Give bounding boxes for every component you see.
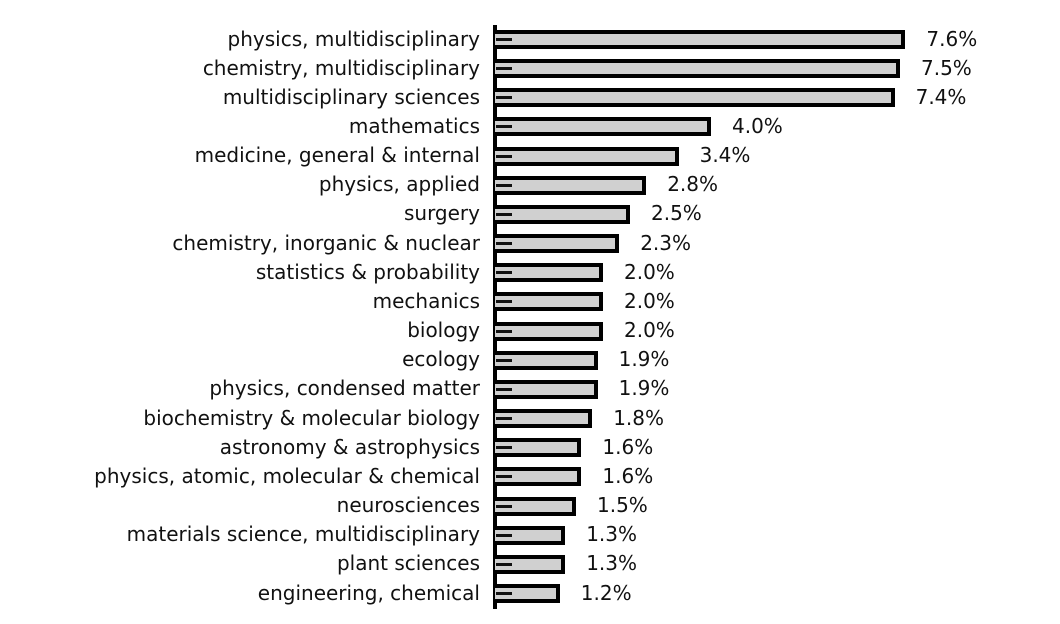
category-label: biology (407, 318, 480, 343)
category-label: astronomy & astrophysics (219, 434, 480, 459)
y-tick-mark (496, 562, 512, 566)
y-tick-mark (496, 533, 512, 537)
category-label: neurosciences (336, 493, 480, 518)
value-label: 1.9% (618, 347, 670, 372)
y-tick-mark (496, 271, 512, 275)
bar (495, 234, 620, 254)
category-label: chemistry, multidisciplinary (202, 55, 480, 80)
bar (495, 59, 900, 79)
value-label: 1.3% (586, 522, 637, 547)
y-tick-mark (496, 154, 512, 158)
bar (495, 321, 603, 341)
category-label: mathematics (348, 113, 480, 138)
value-label: 2.0% (624, 259, 675, 284)
bar (495, 292, 603, 312)
category-label: materials science, multidisciplinary (126, 522, 480, 547)
bar (495, 379, 598, 399)
y-tick-mark (496, 96, 512, 100)
y-tick-mark (496, 504, 512, 508)
category-label: physics, condensed matter (209, 376, 480, 401)
value-label: 2.3% (640, 230, 691, 255)
bar (495, 409, 593, 429)
bar (495, 350, 598, 370)
value-label: 2.5% (651, 201, 702, 226)
y-tick-mark (496, 387, 512, 391)
bar (495, 525, 566, 545)
y-tick-mark (496, 592, 512, 596)
value-label: 1.9% (618, 376, 670, 401)
bar (495, 30, 906, 49)
value-label: 1.2% (580, 580, 632, 605)
category-label: ecology (402, 347, 480, 372)
y-tick-mark (496, 446, 512, 450)
category-label: plant sciences (336, 551, 480, 576)
value-label: 1.6% (602, 434, 654, 459)
value-label: 1.8% (613, 405, 664, 430)
category-label: engineering, chemical (257, 580, 480, 605)
category-label: multidisciplinary sciences (222, 84, 480, 109)
bar (495, 496, 576, 516)
category-label: statistics & probability (255, 259, 480, 284)
value-label: 2.0% (624, 318, 675, 343)
y-tick-mark (496, 125, 512, 129)
value-label: 7.6% (926, 26, 978, 51)
bar (495, 467, 582, 487)
bar (495, 554, 566, 574)
value-label: 1.6% (602, 463, 654, 488)
bar (495, 88, 895, 108)
bar (495, 146, 679, 166)
value-label: 1.3% (586, 551, 637, 576)
y-axis-line (493, 25, 497, 609)
bar (495, 175, 647, 195)
bar (495, 117, 711, 137)
value-label: 1.5% (597, 493, 648, 518)
y-tick-mark (496, 38, 512, 41)
category-label: physics, multidisciplinary (227, 26, 480, 51)
y-tick-mark (496, 242, 512, 246)
category-label: physics, atomic, molecular & chemical (94, 463, 480, 488)
category-label: physics, applied (318, 172, 480, 197)
y-tick-mark (496, 183, 512, 187)
bar (495, 263, 603, 283)
value-label: 3.4% (699, 143, 751, 168)
y-tick-mark (496, 212, 512, 216)
category-label: chemistry, inorganic & nuclear (172, 230, 480, 255)
value-label: 2.8% (667, 172, 718, 197)
value-label: 7.4% (915, 84, 967, 109)
y-tick-mark (496, 358, 512, 362)
category-label: mechanics (372, 288, 480, 313)
category-label: surgery (403, 201, 480, 226)
y-tick-mark (496, 417, 512, 421)
bar (495, 438, 582, 458)
category-label: medicine, general & internal (194, 143, 480, 168)
value-label: 7.5% (921, 55, 972, 80)
value-label: 2.0% (624, 288, 675, 313)
y-tick-mark (496, 67, 512, 71)
y-tick-mark (496, 329, 512, 333)
y-tick-mark (496, 475, 512, 479)
y-tick-mark (496, 300, 512, 304)
value-label: 4.0% (732, 113, 783, 138)
bar (495, 204, 630, 224)
bar (495, 584, 560, 604)
category-label: biochemistry & molecular biology (143, 405, 480, 430)
